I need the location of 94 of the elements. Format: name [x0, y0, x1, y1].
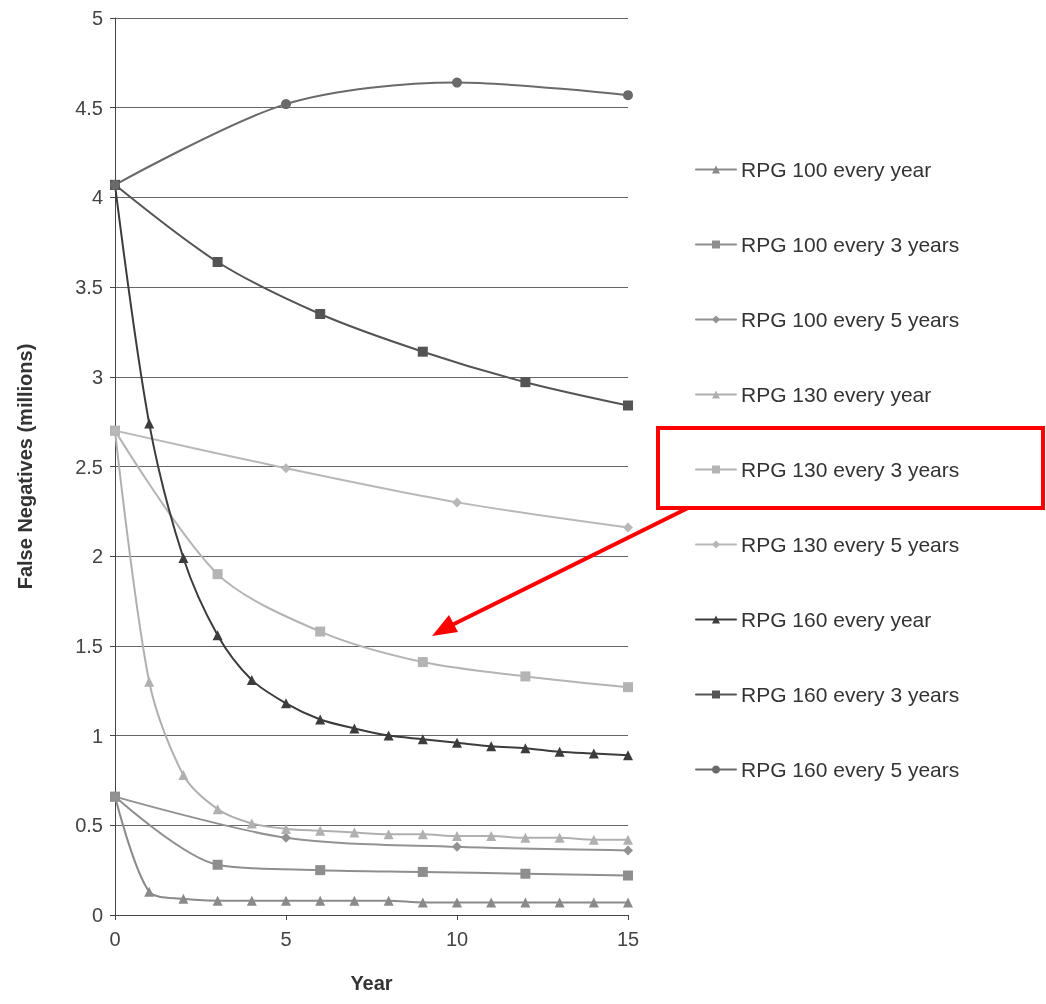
point: [623, 400, 633, 411]
point: [417, 346, 428, 357]
point: [417, 657, 428, 668]
y-tick-label: 1: [91, 724, 103, 747]
point: [588, 748, 599, 759]
point: [383, 730, 394, 741]
point: [520, 868, 531, 879]
point: [315, 895, 326, 906]
point: [349, 895, 360, 906]
point: [452, 831, 462, 842]
point: [212, 895, 223, 906]
point: [315, 626, 326, 637]
point: [588, 834, 599, 845]
point: [520, 897, 531, 908]
point: [144, 676, 155, 687]
point: [178, 552, 189, 563]
y-tick-label: 2: [91, 545, 103, 568]
point: [588, 897, 599, 908]
point: [212, 859, 223, 870]
point: [486, 897, 497, 908]
point: [623, 870, 633, 881]
legend-label: RPG 130 every year: [741, 383, 932, 406]
x-tick-label: 10: [445, 928, 469, 950]
point: [520, 832, 531, 843]
legend-label: RPG 100 every year: [741, 158, 932, 181]
point: [417, 866, 428, 877]
point: [212, 804, 223, 815]
point: [486, 831, 497, 842]
legend-label: RPG 100 every 5 years: [741, 308, 960, 331]
point: [554, 832, 565, 843]
point: [315, 309, 326, 320]
point: [486, 741, 497, 752]
point: [144, 418, 155, 429]
point: [212, 569, 223, 580]
x-tick-label: 5: [280, 928, 292, 950]
point: [315, 714, 326, 725]
y-tick-label: 0: [91, 904, 103, 926]
point: [520, 377, 531, 388]
y-tick-label: 1.5: [75, 634, 103, 657]
point: [452, 897, 462, 908]
point: [623, 897, 633, 908]
point: [383, 829, 394, 840]
point: [178, 770, 189, 781]
x-tick-label: 0: [109, 928, 121, 950]
point: [246, 895, 257, 906]
y-tick-label: 3: [91, 365, 103, 388]
point: [417, 897, 428, 908]
legend-label: RPG 160 every year: [741, 608, 932, 631]
point: [315, 825, 326, 836]
point: [417, 734, 428, 745]
y-tick-label: 2.5: [75, 455, 103, 478]
point: [246, 674, 257, 685]
y-tick-label: 5: [91, 7, 103, 29]
point: [383, 895, 394, 906]
point: [281, 99, 291, 110]
point: [178, 893, 189, 904]
point: [623, 750, 633, 761]
x-axis-title: Year: [350, 972, 393, 994]
point: [281, 698, 291, 709]
point: [417, 829, 428, 840]
point: [349, 723, 360, 734]
y-tick-label: 4.5: [75, 96, 103, 119]
point: [623, 834, 633, 845]
y-tick-label: 0.5: [75, 814, 103, 837]
legend-label: RPG 130 every 3 years: [741, 458, 960, 481]
point: [554, 897, 565, 908]
point: [281, 895, 291, 906]
point: [246, 818, 257, 829]
legend-label: RPG 100 every 3 years: [741, 233, 960, 256]
point: [623, 90, 633, 101]
y-tick-label: 3.5: [75, 276, 103, 299]
legend-label: RPG 160 every 3 years: [741, 683, 960, 706]
point: [520, 743, 531, 754]
point: [452, 497, 462, 508]
point: [315, 865, 326, 876]
point: [212, 630, 223, 641]
legend-label: RPG 160 every 5 years: [741, 758, 960, 781]
point: [623, 522, 633, 533]
point: [281, 823, 291, 834]
point: [623, 682, 633, 693]
legend-label: RPG 130 every 5 years: [741, 533, 960, 556]
point: [349, 827, 360, 838]
point: [452, 737, 462, 748]
point: [623, 845, 633, 856]
y-axis-title: False Negatives (millions): [14, 343, 36, 590]
point: [554, 746, 565, 757]
x-tick-label: 15: [616, 928, 640, 950]
point: [452, 77, 462, 88]
point: [520, 671, 531, 682]
point: [212, 256, 223, 267]
point: [452, 841, 462, 852]
point: [144, 886, 155, 897]
point: [281, 463, 291, 474]
y-tick-label: 4: [91, 186, 103, 209]
